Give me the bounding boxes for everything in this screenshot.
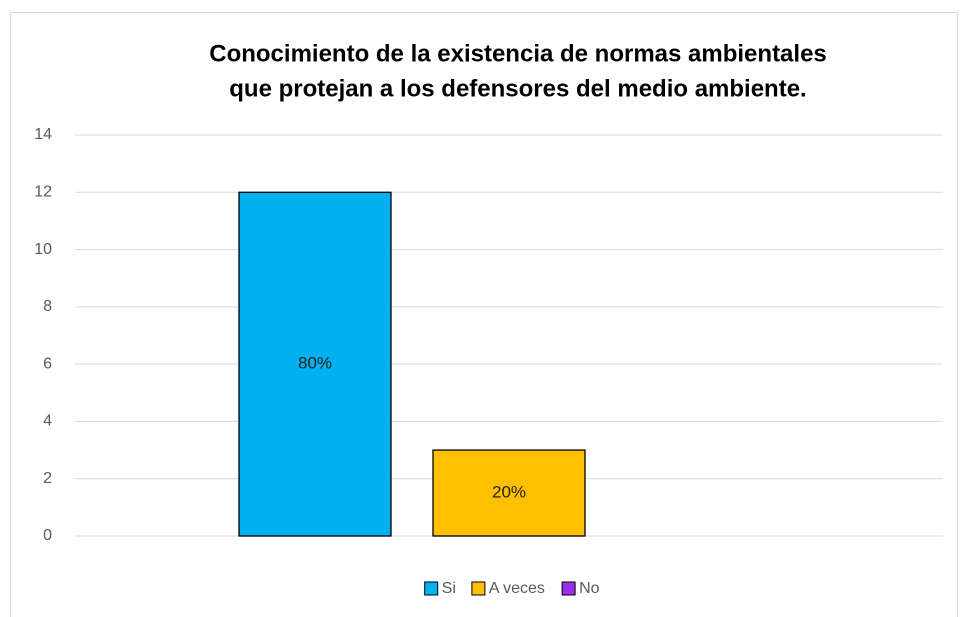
y-tick-label: 12: [34, 184, 52, 201]
y-tick-label: 6: [43, 355, 52, 372]
y-tick-label: 2: [43, 470, 52, 487]
legend-swatch: [471, 581, 486, 596]
data-label: 20%: [492, 483, 526, 502]
chart-title: Conocimiento de la existencia de normas …: [209, 40, 827, 67]
bar: [238, 191, 392, 537]
legend-swatch: [424, 581, 439, 596]
chart-title: que protejan a los defensores del medio …: [229, 75, 806, 102]
y-tick-label: 0: [43, 527, 52, 544]
y-tick-label: 10: [34, 241, 52, 258]
y-tick-label: 4: [43, 413, 52, 430]
legend-label: No: [579, 580, 600, 597]
data-label: 80%: [298, 354, 332, 373]
legend-label: Si: [442, 580, 456, 597]
y-tick-label: 14: [34, 126, 52, 143]
y-tick-label: 8: [43, 298, 52, 315]
bar: [432, 449, 586, 537]
legend-swatch: [561, 581, 576, 596]
legend-label: A veces: [489, 580, 545, 597]
